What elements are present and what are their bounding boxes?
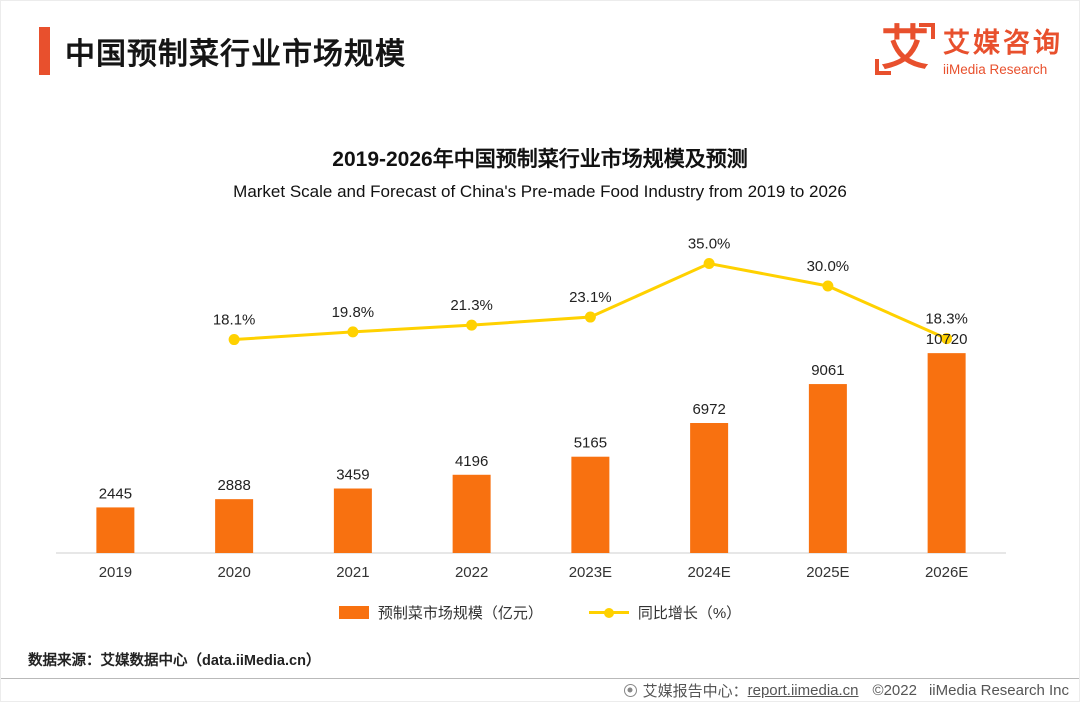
line-point-2020 [228, 334, 240, 346]
chart-subtitle: Market Scale and Forecast of China's Pre… [233, 182, 847, 201]
bar-value-2024E: 6972 [692, 401, 725, 418]
line-point-2023E [584, 311, 596, 323]
legend-item-line-series: 同比增长（%） [588, 602, 742, 623]
line-label-2024E: 35.0% [688, 236, 731, 253]
bar-2022 [452, 474, 491, 553]
bar-2023E [571, 456, 610, 553]
line-point-2025E [822, 280, 834, 292]
footer-report-center-label: 艾媒报告中心： [642, 682, 748, 700]
line-label-2020: 18.1% [213, 312, 256, 329]
bar-2021 [333, 488, 372, 553]
bar-series-swatch [338, 606, 369, 619]
chart-legend: 预制菜市场规模（亿元） 同比增长（%） [1, 602, 1079, 623]
bar-value-2021: 3459 [336, 467, 369, 484]
line-label-2022: 21.3% [450, 297, 493, 314]
logo-brand-en: iiMedia Research [943, 62, 1048, 77]
footer-company: iiMedia Research Inc [928, 681, 1069, 699]
x-tick-2020: 2020 [217, 564, 250, 581]
bar-value-2025E: 9061 [811, 362, 844, 379]
x-tick-2026E: 2026E [925, 564, 968, 581]
line-label-2023E: 23.1% [569, 289, 612, 306]
line-point-2026E [941, 333, 953, 345]
legend-item-bar-series: 预制菜市场规模（亿元） [338, 602, 543, 623]
chart-title: 2019-2026年中国预制菜行业市场规模及预测 [332, 148, 748, 171]
x-tick-2023E: 2023E [569, 564, 612, 581]
footer: 艾媒报告中心： report.iimedia.cn ©2022 iiMedia … [1, 678, 1079, 701]
header: 中国预制菜行业市场规模 [39, 27, 406, 75]
line-point-2024E [703, 258, 715, 269]
line-series-swatch [588, 607, 629, 618]
x-tick-2019: 2019 [99, 564, 132, 581]
bar-value-2022: 4196 [455, 453, 488, 470]
legend-label-bar-series: 预制菜市场规模（亿元） [377, 605, 543, 622]
footer-report-url: report.iimedia.cn [747, 681, 859, 699]
bar-value-2026E: 10720 [926, 331, 968, 348]
bar-2024E [690, 423, 729, 553]
market-scale-chart: 2019 2020 2021 2022 2023E 2024E 2025E 2026E 2445… [56, 236, 1006, 581]
x-tick-2025E: 2025E [806, 564, 849, 581]
line-label-2026E: 18.3% [925, 311, 968, 328]
line-point-2022 [466, 319, 478, 331]
bar-2020 [215, 499, 254, 553]
logo-brand-cn: 艾媒咨询 [943, 28, 1063, 58]
bar-value-2019: 2445 [99, 485, 132, 502]
iimedia-logo-icon: 艾 [874, 23, 936, 75]
line-label-2025E: 30.0% [807, 258, 850, 275]
x-tick-2021: 2021 [336, 564, 369, 581]
page-title: 中国预制菜行业市场规模 [65, 38, 406, 71]
line-series-dot-icon [603, 607, 614, 618]
bar-2026E [927, 353, 966, 553]
bar-value-2020: 2888 [217, 477, 250, 494]
bar-2019 [96, 507, 135, 553]
data-source-note: 数据来源：艾媒数据中心（data.iiMedia.cn） [28, 653, 321, 669]
footer-copyright: ©2022 [872, 681, 917, 699]
report-center-icon [623, 683, 637, 697]
legend-label-line-series: 同比增长（%） [637, 605, 742, 622]
bar-2025E [808, 384, 847, 553]
x-tick-2024E: 2024E [687, 564, 730, 581]
logo-text: 艾媒咨询 iiMedia Research [943, 21, 1063, 77]
bar-value-2023E: 5165 [574, 435, 607, 452]
x-tick-2022: 2022 [455, 564, 488, 581]
line-point-2021 [347, 326, 359, 338]
iimedia-logo: 艾 艾媒咨询 iiMedia Research [874, 21, 1063, 77]
line-label-2021: 19.8% [332, 304, 375, 321]
title-accent-bar [39, 27, 50, 75]
